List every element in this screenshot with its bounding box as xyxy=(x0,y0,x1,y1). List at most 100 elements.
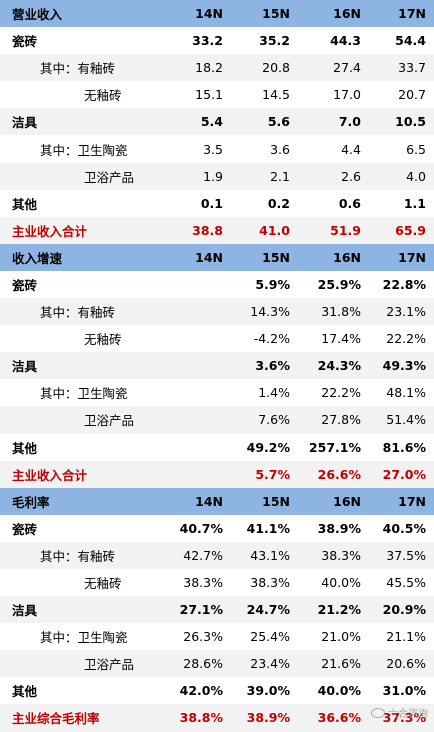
cell-value: 40.7% xyxy=(159,521,223,536)
cell-value: 25.4% xyxy=(226,629,290,644)
cell-value: 24.7% xyxy=(226,602,290,617)
cell-value: 20.6% xyxy=(362,656,426,671)
cell-value: 22.8% xyxy=(362,277,426,292)
cell-value: 25.9% xyxy=(297,277,361,292)
watermark: 六合咨询 xyxy=(371,705,428,720)
cell-value: 41.1% xyxy=(226,521,290,536)
cell-value: 7.6% xyxy=(226,412,290,427)
cell-value: 0.1 xyxy=(159,196,223,211)
cell-value: 0.6 xyxy=(297,196,361,211)
cell-value: 38.3% xyxy=(226,575,290,590)
cell-value: 49.2% xyxy=(226,440,290,455)
cell-value: 21.2% xyxy=(297,602,361,617)
column-header: 14N xyxy=(159,6,223,21)
cell-value: 51.9 xyxy=(297,223,361,238)
cell-value: 3.6 xyxy=(226,142,290,157)
cell-value: 5.6 xyxy=(226,114,290,129)
cell-value: 3.5 xyxy=(159,142,223,157)
cell-value: 17.0 xyxy=(297,87,361,102)
cell-value: 3.6% xyxy=(226,358,290,373)
cell-value: 36.6% xyxy=(297,710,361,725)
cell-value: 54.4 xyxy=(362,33,426,48)
watermark-text: 六合咨询 xyxy=(388,705,428,720)
cell-value: 1.4% xyxy=(226,385,290,400)
cell-value: 10.5 xyxy=(362,114,426,129)
cell-value: 31.8% xyxy=(297,304,361,319)
column-header: 15N xyxy=(226,494,290,509)
table-row: 无釉砖-4.2%17.4%22.2% xyxy=(0,325,434,352)
cell-value: 24.3% xyxy=(297,358,361,373)
row-label: 其中：有釉砖 xyxy=(40,302,115,321)
cell-value: 45.5% xyxy=(362,575,426,590)
cell-value: 5.4 xyxy=(159,114,223,129)
row-label: 瓷砖 xyxy=(12,31,37,50)
section-title: 营业收入 xyxy=(12,4,62,23)
section-title: 毛利率 xyxy=(12,492,50,511)
column-header: 15N xyxy=(226,250,290,265)
cell-value: 42.7% xyxy=(159,548,223,563)
column-header: 17N xyxy=(362,250,426,265)
cell-value: 39.0% xyxy=(226,683,290,698)
row-label: 其中：卫生陶瓷 xyxy=(40,383,128,402)
cell-value: 38.9% xyxy=(226,710,290,725)
cell-value: 49.3% xyxy=(362,358,426,373)
row-label: 主业收入合计 xyxy=(12,221,87,240)
row-label: 卫浴产品 xyxy=(84,654,134,673)
cell-value: 38.9% xyxy=(297,521,361,536)
cell-value: 27.0% xyxy=(362,467,426,482)
wechat-logo-icon xyxy=(371,708,385,718)
row-label: 其他 xyxy=(12,438,37,457)
row-label: 洁具 xyxy=(12,112,37,131)
cell-value: 27.4 xyxy=(297,60,361,75)
row-label: 其中：卫生陶瓷 xyxy=(40,140,128,159)
row-label: 无釉砖 xyxy=(84,573,122,592)
cell-value: 27.8% xyxy=(297,412,361,427)
column-header: 17N xyxy=(362,494,426,509)
cell-value: 40.0% xyxy=(297,575,361,590)
row-label: 其中：有釉砖 xyxy=(40,546,115,565)
cell-value: 33.2 xyxy=(159,33,223,48)
cell-value: 38.8% xyxy=(159,710,223,725)
cell-value: 81.6% xyxy=(362,440,426,455)
row-label: 其中：有釉砖 xyxy=(40,58,115,77)
cell-value: 4.4 xyxy=(297,142,361,157)
cell-value: 21.0% xyxy=(297,629,361,644)
cell-value: 20.7 xyxy=(362,87,426,102)
row-label: 主业综合毛利率 xyxy=(12,708,100,727)
cell-value: 20.9% xyxy=(362,602,426,617)
cell-value: 38.8 xyxy=(159,223,223,238)
cell-value: 26.6% xyxy=(297,467,361,482)
cell-value: 18.2 xyxy=(159,60,223,75)
cell-value: 27.1% xyxy=(159,602,223,617)
table-row: 洁具 27.1%24.7% 21.2%20.9% xyxy=(0,596,434,623)
column-header: 14N xyxy=(159,494,223,509)
cell-value: 41.0 xyxy=(226,223,290,238)
cell-value: 26.3% xyxy=(159,629,223,644)
cell-value: 4.0 xyxy=(362,169,426,184)
row-label: 洁具 xyxy=(12,600,37,619)
cell-value: 22.2% xyxy=(362,331,426,346)
cell-value: 5.9% xyxy=(226,277,290,292)
cell-value: 23.4% xyxy=(226,656,290,671)
cell-value: 2.1 xyxy=(226,169,290,184)
row-label: 其他 xyxy=(12,194,37,213)
row-label: 主业收入合计 xyxy=(12,465,87,484)
cell-value: 65.9 xyxy=(362,223,426,238)
cell-value: -4.2% xyxy=(226,331,290,346)
